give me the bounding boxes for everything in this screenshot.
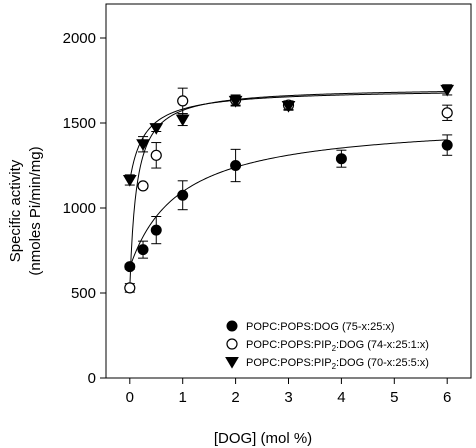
data-point-s2-0: [124, 282, 136, 294]
x-tick-label-3: 3: [284, 389, 292, 406]
data-point-s1-3: [177, 189, 189, 201]
y-tick-label-4: 2000: [63, 30, 96, 47]
y-tick-label-0: 0: [88, 370, 96, 387]
legend-marker-3: [225, 357, 239, 369]
x-tick-label-5: 5: [390, 389, 398, 406]
data-point-s1-5: [335, 153, 347, 165]
legend-marker-2: [226, 338, 238, 350]
data-point-s2-2: [150, 149, 162, 161]
data-point-s1-4: [230, 160, 242, 171]
data-point-s2-6: [441, 107, 453, 119]
y-tick-label-1: 500: [71, 285, 96, 302]
x-tick-label-1: 1: [179, 389, 187, 406]
fit-curves: [129, 91, 448, 288]
data-point-s3-1: [136, 139, 150, 151]
data-point-s1-6: [441, 139, 453, 151]
data-points: [122, 84, 455, 294]
x-tick-label-4: 4: [337, 389, 345, 406]
data-point-s3-6: [440, 84, 455, 97]
y-axis-label-line2: (nmoles Pi/min/mg): [27, 146, 44, 275]
fit-curve-1: [129, 139, 448, 268]
y-tick-label-2: 1000: [63, 200, 96, 217]
data-point-s1-1: [137, 244, 149, 256]
data-point-s3-5: [281, 101, 296, 113]
data-point-s1-0: [124, 261, 136, 273]
legend-label-3: POPC:POPS:PIP2:DOG (70-x:25:5:x): [246, 357, 429, 371]
data-point-s3-4: [228, 95, 243, 108]
legend-marker-1: [226, 320, 238, 332]
legend-label-1: POPC:POPS:DOG (75-x:25:x): [246, 321, 395, 333]
axes: 0 1 2 3 4 5 6 0 500 1000 1500 2000: [63, 3, 472, 406]
data-point-s3-2: [149, 123, 164, 135]
data-point-s3-0: [122, 174, 137, 187]
y-tick-label-3: 1500: [63, 115, 96, 132]
x-tick-label-2: 2: [231, 389, 239, 406]
fit-curve-2: [129, 91, 448, 288]
y-axis-label-line1: Specific activity: [7, 159, 24, 262]
legend-label-2: POPC:POPS:PIP2:DOG (74-x:25:1:x): [246, 339, 429, 353]
x-tick-label-0: 0: [126, 389, 134, 406]
data-point-s2-1: [137, 180, 149, 192]
data-point-s2-3: [177, 95, 189, 107]
data-point-s1-2: [150, 224, 162, 236]
x-axis-label: [DOG] (mol %): [214, 430, 312, 447]
x-tick-label-6: 6: [443, 389, 451, 406]
data-point-s3-3: [175, 114, 190, 127]
legend: POPC:POPS:DOG (75-x:25:x) POPC:POPS:PIP2:…: [225, 320, 429, 371]
